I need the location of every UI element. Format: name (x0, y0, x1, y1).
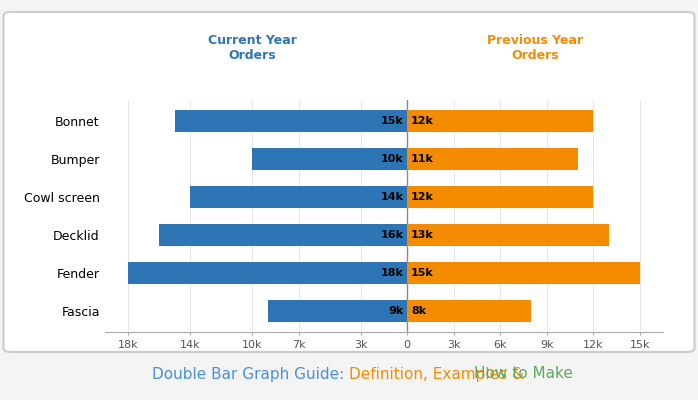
Bar (407, 148, 578, 170)
Text: 12k: 12k (411, 116, 434, 126)
Bar (174, 110, 407, 132)
Text: Double Bar Graph Guide:: Double Bar Graph Guide: (152, 366, 349, 382)
Bar (407, 186, 593, 208)
Text: Current Year
Orders: Current Year Orders (207, 34, 297, 62)
Bar (407, 110, 593, 132)
Text: 12k: 12k (411, 192, 434, 202)
Bar (407, 300, 531, 322)
Bar (159, 224, 407, 246)
Text: 9k: 9k (388, 306, 403, 316)
Text: 8k: 8k (411, 306, 426, 316)
Text: 16k: 16k (380, 230, 403, 240)
Text: Previous Year
Orders: Previous Year Orders (487, 34, 584, 62)
Text: 15k: 15k (380, 116, 403, 126)
Text: 13k: 13k (411, 230, 433, 240)
Bar (407, 262, 640, 284)
Text: 18k: 18k (380, 268, 403, 278)
Bar (267, 300, 407, 322)
Text: 10k: 10k (380, 154, 403, 164)
Text: 11k: 11k (411, 154, 434, 164)
Text: 14k: 14k (380, 192, 403, 202)
Bar (407, 224, 609, 246)
Bar (252, 148, 407, 170)
Bar (190, 186, 407, 208)
Text: Definition, Examples &: Definition, Examples & (349, 366, 529, 382)
Text: How to Make: How to Make (474, 366, 573, 382)
Text: 15k: 15k (411, 268, 433, 278)
Bar (128, 262, 407, 284)
